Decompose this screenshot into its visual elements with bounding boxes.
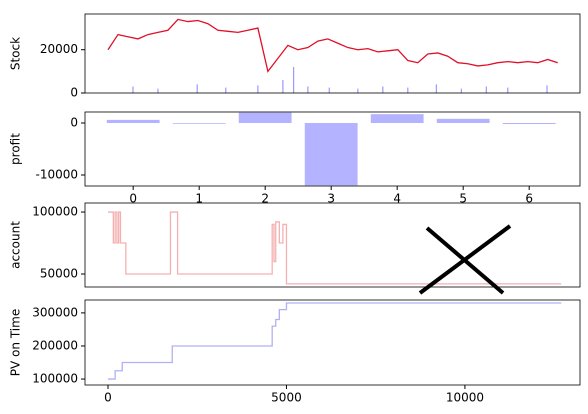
y-tick-label: 0 bbox=[70, 86, 78, 100]
volume-bar bbox=[435, 84, 437, 93]
cross-mark bbox=[418, 224, 512, 295]
data-line bbox=[107, 211, 562, 285]
volume-bar bbox=[328, 87, 330, 93]
volume-bar bbox=[546, 85, 548, 93]
axes-frame bbox=[84, 202, 581, 288]
x-tick-label: 4 bbox=[393, 192, 401, 206]
y-axis-label: PV on Time bbox=[9, 309, 23, 376]
bar bbox=[436, 118, 490, 123]
x-tick-label: 10000 bbox=[446, 391, 484, 405]
bar bbox=[502, 122, 556, 125]
y-tick-label: 20000 bbox=[40, 42, 78, 56]
x-tick-label: 5 bbox=[459, 192, 467, 206]
volume-bar bbox=[282, 80, 284, 93]
x-tick-label: 2 bbox=[261, 192, 269, 206]
volume-bar bbox=[485, 86, 487, 93]
x-tick-label: 5000 bbox=[271, 391, 302, 405]
volume-bar bbox=[196, 84, 198, 93]
axes-frame bbox=[84, 13, 581, 94]
y-tick-label: -10000 bbox=[35, 168, 78, 182]
volume-bar bbox=[225, 87, 227, 93]
y-tick-label: 200000 bbox=[32, 338, 78, 352]
y-tick-label: 0 bbox=[70, 115, 78, 129]
volume-bar bbox=[507, 87, 509, 93]
volume-bar bbox=[257, 85, 259, 93]
y-tick-label: 300000 bbox=[32, 305, 78, 319]
y-tick-label: 50000 bbox=[40, 266, 78, 280]
x-tick-label: 0 bbox=[104, 391, 112, 405]
y-tick-label: 100000 bbox=[32, 205, 78, 219]
volume-bar bbox=[460, 88, 462, 93]
volume-bar bbox=[292, 67, 295, 93]
data-line bbox=[107, 18, 558, 73]
volume-bar bbox=[132, 86, 134, 93]
volume-bar bbox=[307, 86, 309, 93]
volume-bar bbox=[357, 88, 359, 93]
bar bbox=[370, 114, 424, 123]
y-tick-label: 100000 bbox=[32, 372, 78, 386]
axes-frame bbox=[84, 299, 581, 386]
x-tick-label: 3 bbox=[327, 192, 335, 206]
x-tick-label: 1 bbox=[195, 192, 203, 206]
cross-stroke bbox=[425, 226, 505, 295]
y-axis-label: profit bbox=[9, 133, 23, 165]
bar bbox=[106, 119, 160, 123]
x-tick-label: 6 bbox=[525, 192, 533, 206]
volume-bar bbox=[382, 86, 384, 93]
y-axis-label: Stock bbox=[9, 37, 23, 70]
data-line bbox=[107, 302, 562, 380]
bar bbox=[172, 122, 226, 124]
axes-frame bbox=[84, 111, 581, 187]
y-axis-label: account bbox=[9, 221, 23, 269]
bar bbox=[238, 112, 292, 123]
volume-bar bbox=[157, 88, 159, 93]
x-tick-label: 0 bbox=[129, 192, 137, 206]
bar bbox=[304, 122, 358, 186]
volume-bar bbox=[407, 87, 409, 93]
